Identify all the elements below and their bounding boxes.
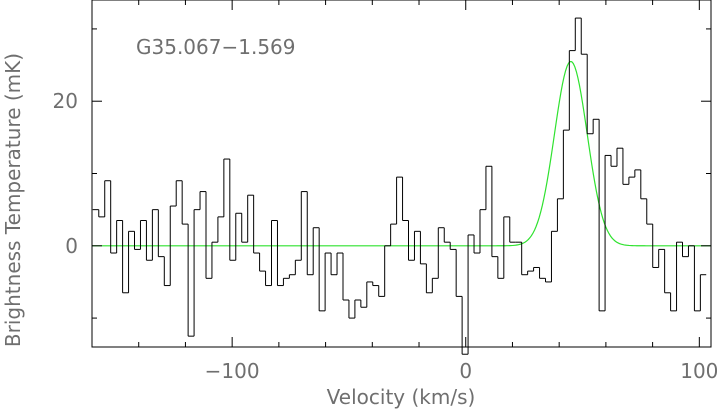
spectrum-steps: [92, 17, 707, 355]
x-ticks: −100 0 100: [91, 0, 718, 383]
x-tick-label: 100: [680, 359, 718, 383]
chart-title: G35.067−1.569: [136, 35, 296, 59]
y-ticks: 0 20: [53, 28, 711, 319]
y-axis-label: Brightness Temperature (mK): [1, 53, 25, 347]
plot-content: [92, 17, 711, 355]
gaussian-fit-line: [92, 60, 711, 247]
x-tick-label: −100: [205, 359, 260, 383]
y-tick-label: 0: [65, 234, 78, 258]
x-axis-label: Velocity (km/s): [327, 385, 476, 409]
x-tick-label: 0: [459, 359, 472, 383]
y-tick-label: 20: [53, 89, 78, 113]
